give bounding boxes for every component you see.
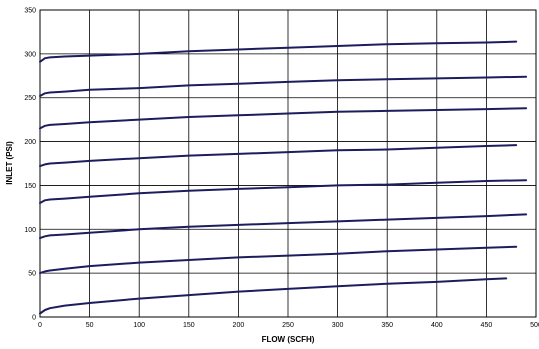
series-line-8 [39, 40, 518, 63]
x-tick-label: 50 [86, 322, 94, 329]
series-line-2 [39, 245, 518, 275]
x-tick-label: 0 [38, 322, 42, 329]
x-tick-label: 300 [332, 322, 344, 329]
x-tick-label: 150 [183, 322, 195, 329]
y-tick-label: 100 [24, 227, 36, 234]
x-tick-label: 500 [530, 322, 539, 329]
x-tick-label: 100 [133, 322, 145, 329]
x-tick-label: 350 [381, 322, 393, 329]
x-tick-label: 400 [431, 322, 443, 329]
x-tick-label: 200 [233, 322, 245, 329]
series-line-1 [39, 277, 508, 315]
x-tick-label: 250 [282, 322, 294, 329]
y-tick-label: 150 [24, 183, 36, 190]
y-tick-label: 300 [24, 51, 36, 58]
y-axis-title: INLET (PSI) [5, 141, 14, 185]
y-tick-labels: 0 50 100 150 200 250 300 350 [24, 8, 36, 322]
series-line-3 [39, 213, 528, 240]
series-line-6 [39, 107, 528, 130]
y-tick-label: 0 [32, 315, 36, 322]
y-tick-label: 200 [24, 139, 36, 146]
y-tick-label: 250 [24, 95, 36, 102]
series-line-7 [39, 75, 528, 97]
x-tick-labels: 0 50 100 150 200 250 300 350 400 450 500 [38, 322, 539, 329]
series-group [39, 40, 528, 315]
x-axis-title: FLOW (SCFH) [262, 335, 315, 344]
y-tick-label: 50 [28, 271, 36, 278]
y-tick-label: 350 [24, 8, 36, 15]
series-line-4 [39, 179, 528, 204]
series-line-5 [39, 144, 518, 168]
x-tick-label: 450 [481, 322, 493, 329]
